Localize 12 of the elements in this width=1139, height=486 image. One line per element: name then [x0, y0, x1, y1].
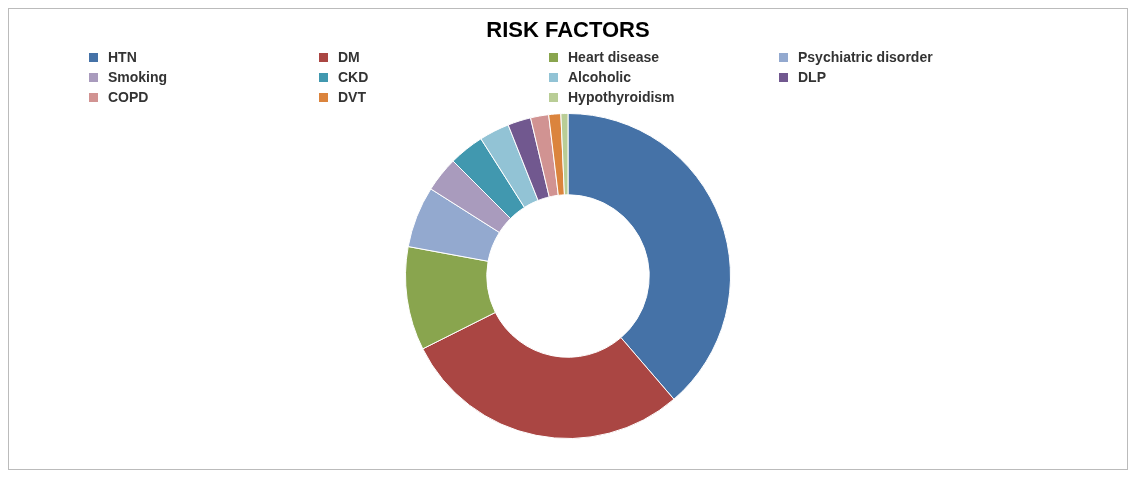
- legend-label: Hypothyroidism: [568, 89, 675, 105]
- chart-title: RISK FACTORS: [485, 17, 651, 43]
- legend-label: DVT: [338, 89, 366, 105]
- legend-label: COPD: [108, 89, 149, 105]
- legend-label: DM: [338, 49, 360, 65]
- legend-label: Heart disease: [568, 49, 660, 65]
- legend-label: CKD: [338, 69, 369, 85]
- legend-label: Smoking: [108, 69, 168, 85]
- legend-label: Alcoholic: [568, 69, 632, 85]
- legend-label: Psychiatric disorder: [798, 49, 933, 65]
- legend-label: HTN: [108, 49, 137, 65]
- legend-label: DLP: [798, 69, 826, 85]
